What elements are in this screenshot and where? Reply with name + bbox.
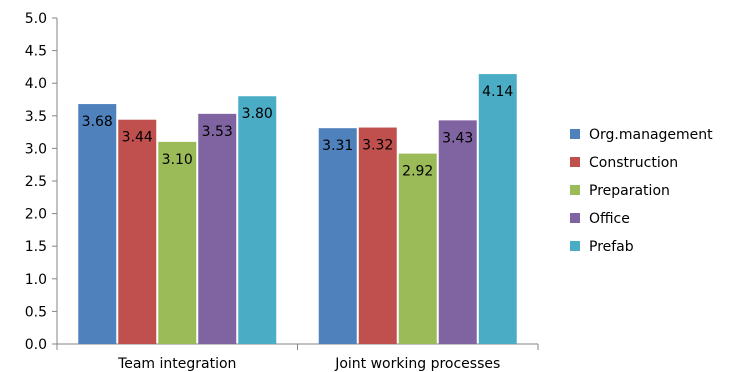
legend-swatch — [570, 213, 580, 223]
legend-label: Office — [589, 211, 630, 227]
y-tick-label: 2.0 — [25, 207, 47, 223]
legend-label: Org.management — [589, 127, 713, 143]
data-label: 3.80 — [242, 106, 273, 122]
legend: Org.management Construction Preparation Off… — [570, 127, 713, 255]
y-tick-label: 1.5 — [25, 239, 47, 255]
legend-label: Construction — [589, 155, 678, 171]
data-label: 3.31 — [322, 138, 353, 154]
y-tick-label: 4.0 — [25, 76, 47, 92]
y-tick-label: 2.5 — [25, 174, 47, 190]
bar-org-management — [318, 128, 357, 344]
x-axis: Team integration Joint working processes — [56, 343, 539, 372]
y-tick-label: 1.0 — [25, 272, 47, 288]
x-category-label: Joint working processes — [334, 356, 500, 372]
data-label: 3.44 — [122, 130, 153, 146]
bar-preparation — [398, 153, 437, 344]
bars — [78, 74, 517, 345]
bar-prefab — [478, 74, 517, 345]
y-tick-label: 5.0 — [25, 11, 47, 27]
y-tick-label: 3.5 — [25, 109, 47, 125]
x-category-label: Team integration — [117, 356, 236, 372]
data-label: 2.92 — [402, 164, 433, 180]
data-label: 4.14 — [482, 84, 513, 100]
bar-preparation — [158, 141, 197, 344]
legend-swatch — [570, 129, 580, 139]
legend-swatch — [570, 241, 580, 251]
bar-org-management — [78, 104, 117, 345]
bar-construction — [358, 127, 397, 344]
bar-prefab — [238, 96, 277, 345]
data-label: 3.68 — [82, 114, 113, 130]
y-tick-label: 4.5 — [25, 44, 47, 60]
legend-swatch — [570, 157, 580, 167]
bar-labels: 3.68 3.31 3.44 3.32 3.10 2.92 3.53 3.43 3.80 4.14 — [82, 84, 514, 180]
y-axis: 0.0 0.5 1.0 1.5 2.0 2.5 3.0 3.5 4.0 4.5 5.0 — [25, 11, 58, 353]
data-label: 3.10 — [162, 152, 193, 168]
bar-construction — [118, 119, 157, 344]
legend-label: Prefab — [589, 239, 634, 255]
y-tick-label: 3.0 — [25, 141, 47, 157]
legend-label: Preparation — [589, 183, 670, 199]
data-label: 3.53 — [202, 124, 233, 140]
data-label: 3.32 — [362, 138, 393, 154]
data-label: 3.43 — [442, 130, 473, 146]
y-tick-label: 0.0 — [25, 337, 47, 353]
bar-office — [438, 120, 477, 344]
y-tick-label: 0.5 — [25, 304, 47, 320]
bar-office — [198, 113, 237, 345]
legend-swatch — [570, 185, 580, 195]
